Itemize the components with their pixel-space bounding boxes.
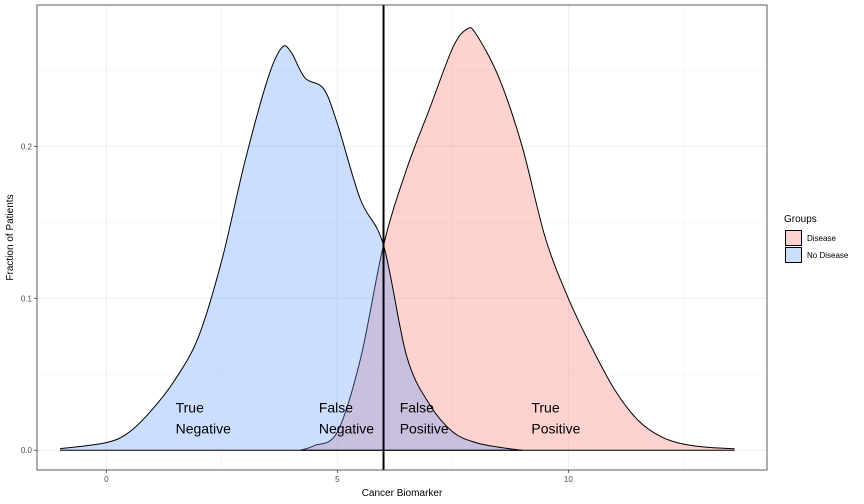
y-tick-label: 0.2 [21, 142, 33, 151]
y-tick-label: 0.0 [21, 446, 33, 455]
annotation-line-1: False [400, 399, 434, 415]
x-tick-label: 5 [335, 475, 340, 484]
axes: 0 5 10 0.0 0.1 0.2 [21, 142, 573, 484]
legend-key-disease [785, 230, 802, 246]
annotation-label: False Positive [400, 399, 449, 436]
density-fill-no-disease [60, 45, 523, 451]
density-line-no-disease [60, 45, 523, 451]
legend-key-no-disease [785, 247, 802, 263]
annotation-line-1: False [319, 399, 353, 415]
annotation-line-1: True [531, 399, 559, 415]
annotation-line-2: Positive [400, 420, 449, 436]
annotation-line-1: True [176, 399, 204, 415]
legend-title: Groups [784, 214, 817, 225]
annotation-label: False Negative [319, 399, 374, 436]
legend-key-bg-disease [785, 230, 802, 246]
legend-label-no-disease: No Disease [807, 251, 849, 260]
annotation-line-2: Positive [531, 420, 580, 436]
x-tick-label: 10 [564, 475, 573, 484]
legend-key-bg-no-disease [785, 247, 802, 263]
panel-border [36, 4, 768, 471]
annotation-label: True Positive [531, 399, 580, 436]
density-areas [60, 27, 735, 451]
y-axis-title: Fraction of Patients [5, 194, 16, 280]
legend-label-disease: Disease [807, 234, 836, 243]
x-tick-label: 0 [104, 475, 109, 484]
y-tick-label: 0.1 [21, 294, 33, 303]
density-line-disease [300, 27, 735, 451]
legend: Groups Disease No Disease [784, 214, 849, 263]
annotation-line-2: Negative [176, 420, 231, 436]
x-axis-title: Cancer Biomarker [362, 488, 443, 499]
annotation-line-2: Negative [319, 420, 374, 436]
density-fill-disease [300, 27, 735, 451]
annotation-label: True Negative [176, 399, 231, 436]
